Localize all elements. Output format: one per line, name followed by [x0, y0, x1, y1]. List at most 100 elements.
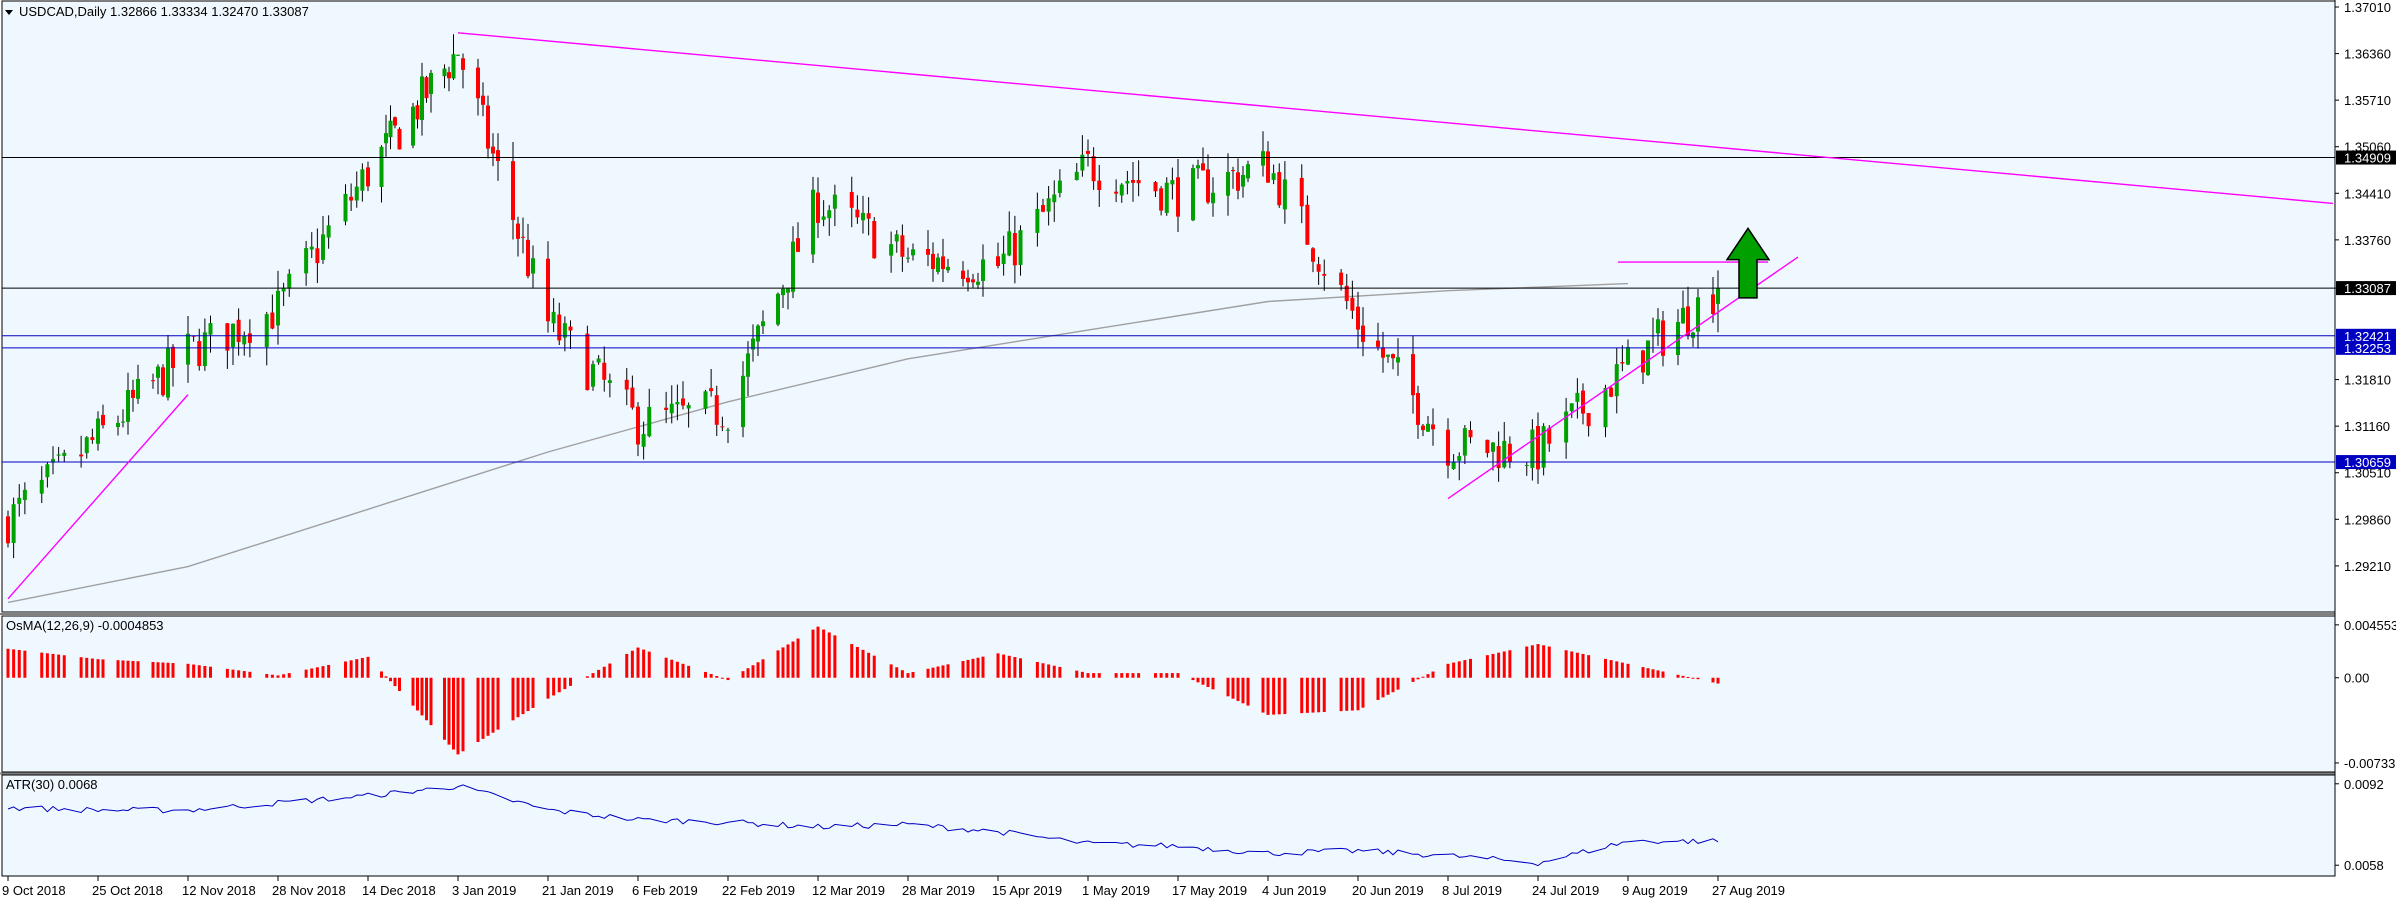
- candlestick[interactable]: [791, 226, 795, 299]
- candlestick[interactable]: [270, 294, 275, 330]
- candlestick[interactable]: [681, 381, 685, 410]
- candlestick[interactable]: [1046, 185, 1051, 226]
- candlestick[interactable]: [126, 372, 130, 435]
- candlestick[interactable]: [171, 344, 175, 387]
- candlestick[interactable]: [415, 100, 420, 129]
- trendline-descending-resistance[interactable]: [457, 32, 2334, 205]
- candlestick[interactable]: [1266, 141, 1270, 183]
- candlestick[interactable]: [1496, 431, 1501, 482]
- candlestick[interactable]: [781, 284, 785, 308]
- candlestick[interactable]: [1206, 154, 1210, 205]
- candlestick[interactable]: [1052, 180, 1057, 222]
- candlestick[interactable]: [1057, 169, 1062, 198]
- candlestick[interactable]: [397, 127, 402, 150]
- candlestick[interactable]: [1485, 439, 1490, 458]
- candlestick[interactable]: [384, 114, 388, 157]
- candlestick[interactable]: [354, 171, 359, 208]
- candlestick[interactable]: [1007, 211, 1012, 257]
- candlestick[interactable]: [136, 364, 140, 404]
- candlestick[interactable]: [931, 242, 935, 282]
- candlestick[interactable]: [481, 82, 485, 117]
- candlestick[interactable]: [861, 195, 865, 234]
- candlestick[interactable]: [96, 411, 100, 451]
- candlestick[interactable]: [225, 323, 230, 369]
- candlestick[interactable]: [276, 270, 280, 345]
- candlestick[interactable]: [686, 402, 691, 428]
- candlestick[interactable]: [872, 217, 877, 259]
- candlestick[interactable]: [1159, 186, 1164, 216]
- candlestick[interactable]: [496, 133, 500, 181]
- candlestick[interactable]: [1282, 161, 1287, 224]
- candlestick[interactable]: [1241, 166, 1245, 198]
- candlestick[interactable]: [379, 145, 384, 203]
- candlestick[interactable]: [6, 510, 10, 548]
- candlestick[interactable]: [866, 197, 871, 236]
- candlestick[interactable]: [1018, 225, 1023, 276]
- candlestick[interactable]: [447, 66, 451, 92]
- candlestick[interactable]: [1426, 415, 1430, 432]
- candlestick[interactable]: [1080, 135, 1085, 177]
- candlestick[interactable]: [1661, 311, 1665, 367]
- candlestick[interactable]: [1164, 177, 1169, 216]
- candlestick[interactable]: [461, 53, 465, 89]
- candlestick[interactable]: [22, 482, 27, 515]
- candlestick[interactable]: [976, 272, 980, 289]
- candlestick[interactable]: [1603, 384, 1608, 438]
- candlestick[interactable]: [664, 391, 669, 424]
- candlestick[interactable]: [796, 222, 800, 253]
- candlestick[interactable]: [1176, 159, 1180, 233]
- candlestick[interactable]: [1119, 183, 1124, 203]
- candlestick[interactable]: [1462, 424, 1467, 465]
- candlestick[interactable]: [776, 292, 780, 327]
- candlestick[interactable]: [526, 223, 530, 279]
- candlestick[interactable]: [546, 241, 550, 333]
- candlestick[interactable]: [360, 163, 365, 202]
- candlestick[interactable]: [751, 324, 755, 362]
- candlestick[interactable]: [11, 497, 16, 559]
- candlestick[interactable]: [741, 361, 745, 438]
- candlestick[interactable]: [1564, 397, 1569, 459]
- candlestick[interactable]: [420, 62, 424, 136]
- candlestick[interactable]: [596, 355, 601, 365]
- candlestick[interactable]: [726, 427, 730, 444]
- candlestick[interactable]: [889, 231, 894, 273]
- candlestick[interactable]: [557, 302, 562, 346]
- candlestick[interactable]: [315, 228, 320, 284]
- candlestick[interactable]: [56, 447, 61, 463]
- candlestick[interactable]: [309, 232, 314, 258]
- candlestick[interactable]: [703, 389, 708, 415]
- candlestick[interactable]: [849, 176, 854, 228]
- candlestick[interactable]: [602, 346, 607, 392]
- candlestick[interactable]: [714, 385, 719, 437]
- candlestick[interactable]: [151, 373, 155, 389]
- candlestick[interactable]: [202, 318, 207, 371]
- candlestick[interactable]: [911, 243, 915, 261]
- candlestick[interactable]: [388, 105, 393, 150]
- candlestick[interactable]: [720, 416, 725, 432]
- candlestick[interactable]: [1569, 403, 1574, 419]
- candlestick[interactable]: [349, 183, 354, 211]
- candlestick[interactable]: [1114, 179, 1119, 203]
- candlestick[interactable]: [343, 184, 348, 226]
- candlestick[interactable]: [1614, 347, 1619, 414]
- candlestick[interactable]: [166, 334, 170, 401]
- candlestick[interactable]: [1457, 452, 1462, 481]
- trendline-rising-support-oct-2018[interactable]: [7, 394, 189, 600]
- candlestick[interactable]: [1231, 166, 1235, 189]
- candlestick[interactable]: [568, 320, 573, 349]
- candlestick[interactable]: [1396, 338, 1400, 376]
- candlestick[interactable]: [562, 316, 567, 352]
- candlestick[interactable]: [624, 368, 629, 406]
- candlestick[interactable]: [442, 64, 447, 89]
- candlestick[interactable]: [1656, 308, 1660, 346]
- candlestick[interactable]: [1446, 418, 1450, 479]
- candlestick[interactable]: [1211, 177, 1215, 217]
- candlestick[interactable]: [1246, 160, 1250, 183]
- candlestick[interactable]: [961, 261, 965, 287]
- candlestick[interactable]: [531, 245, 535, 288]
- candlestick[interactable]: [1299, 164, 1304, 224]
- chevron-down-icon[interactable]: [5, 10, 13, 15]
- candlestick[interactable]: [116, 415, 120, 436]
- candlestick[interactable]: [1305, 195, 1310, 245]
